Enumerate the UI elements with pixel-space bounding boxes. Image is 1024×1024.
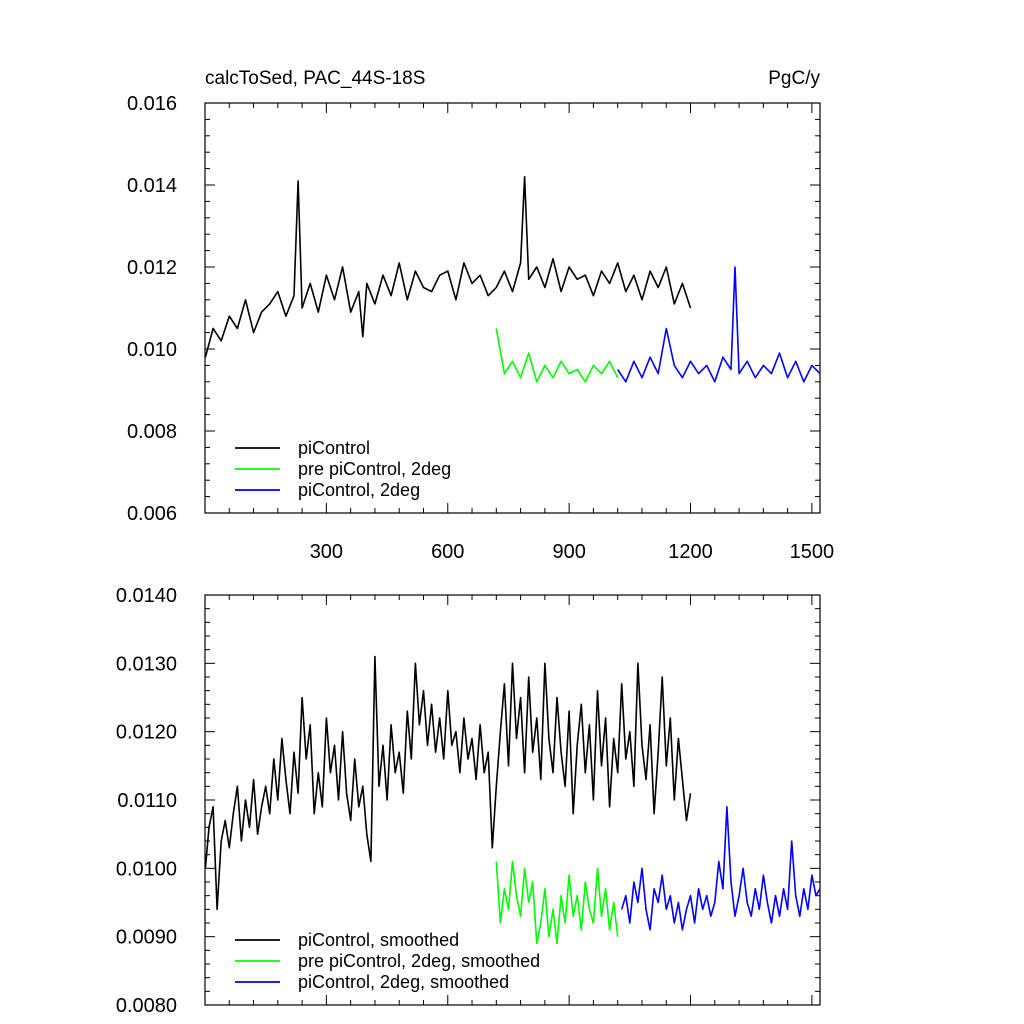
top-panel: calcToSed, PAC_44S-18S PgC/y 0.0060.0080…: [127, 68, 834, 563]
bottom-panel: 0.0080 0.0090 0.0100 0.0110 0.0120 0.0130 0.01…: [116, 585, 821, 1017]
x-tick-label: 1200: [668, 541, 713, 563]
y-tick-label: 0.0140: [116, 585, 177, 607]
series-line-pre-picontrol-2deg-smoothed: [495, 860, 619, 945]
y-tick-label: 0.0080: [116, 995, 177, 1017]
x-tick-label: 600: [431, 541, 464, 563]
x-tick-label: 1500: [790, 541, 835, 563]
series-line-picontrol: [204, 176, 692, 358]
bottom-series-group: [204, 655, 821, 945]
legend-label: pre piControl, 2deg, smoothed: [298, 951, 540, 971]
legend-label: pre piControl, 2deg: [298, 459, 451, 479]
top-ticks: 0.006 0.008 0.010 0.012 0.014 0.016 300 600 900 1…: [127, 93, 834, 563]
top-series-group: [204, 176, 821, 383]
bottom-ticks: 0.0080 0.0090 0.0100 0.0110 0.0120 0.0130 0.01…: [116, 585, 820, 1017]
series-line-picontrol-smoothed: [204, 655, 692, 911]
y-tick-label: 0.0090: [116, 927, 177, 949]
y-tick-label: 0.010: [127, 339, 177, 361]
top-title-right: PgC/y: [768, 68, 820, 89]
y-tick-label: 0.0110: [117, 790, 177, 812]
x-tick-label: 300: [310, 541, 343, 563]
y-tick-label: 0.008: [127, 421, 177, 443]
legend-label: piControl, smoothed: [298, 930, 459, 950]
y-tick-label: 0.0100: [116, 858, 177, 880]
y-tick-label: 0.014: [127, 175, 177, 197]
y-tick-label: 0.0130: [116, 653, 177, 675]
legend-label: piControl, 2deg: [298, 480, 420, 500]
legend-label: piControl: [298, 438, 370, 458]
series-line-picontrol-2deg: [617, 266, 821, 383]
y-tick-label: 0.006: [127, 503, 177, 525]
y-tick-label: 0.0120: [116, 722, 177, 744]
series-line-pre-picontrol-2deg: [495, 328, 619, 383]
y-tick-label: 0.012: [127, 257, 177, 279]
x-tick-label: 900: [552, 541, 585, 563]
legend-label: piControl, 2deg, smoothed: [298, 972, 509, 992]
top-title-left: calcToSed, PAC_44S-18S: [205, 68, 425, 89]
y-tick-label: 0.016: [127, 93, 177, 115]
top-plot-frame: [204, 102, 821, 514]
series-line-picontrol-2deg-smoothed: [620, 805, 821, 931]
